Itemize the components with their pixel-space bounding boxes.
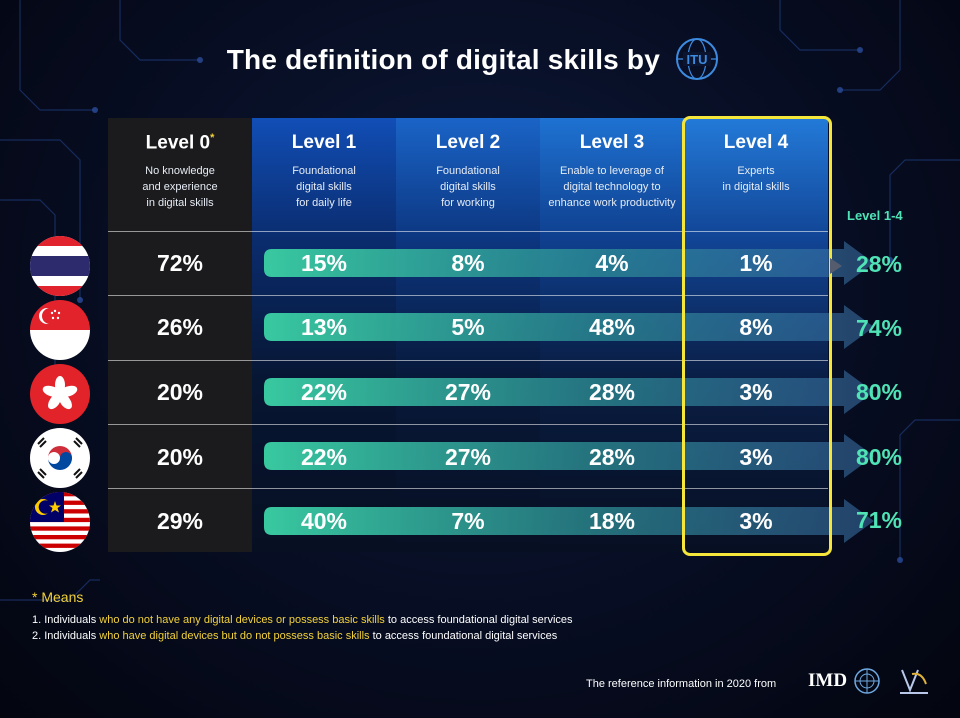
imd-logo: IMD [808,670,848,691]
level-1-header: Level 1 Foundational digital skills for … [252,118,396,232]
footnote-text: to access foundational digital services [369,630,558,642]
row-divider [108,295,828,296]
partner-logo [900,669,928,694]
level-2-desc-line: digital skills [440,181,496,193]
cell-level-1: 22% [300,379,348,405]
cell-level-2: 5% [451,314,485,340]
level-3-header: Level 3 Enable to leverage of digital te… [540,118,684,232]
level-1-4-total: 71% [855,507,903,533]
level-1-4-header: Level 1-4 [847,208,903,223]
footnote-1: 1. Individuals who do not have any digit… [32,614,573,626]
level-4-desc-line: in digital skills [722,181,790,193]
level-4-header: Level 4 Experts in digital skills [684,118,828,232]
cell-level-4: 3% [739,444,773,470]
level-1-4-total: 74% [855,315,903,341]
level-1-desc-line: Foundational [292,165,356,177]
cell-level-4: 8% [739,314,773,340]
cell-level-2: 8% [451,250,485,276]
means-heading: * Means [32,589,84,605]
progress-arrow [264,499,874,543]
cell-level-4: 3% [739,508,773,534]
cell-level-2: 27% [444,444,492,470]
cell-level-3: 18% [588,508,636,534]
level-1-label: Level 1 [291,132,357,153]
cell-level-2: 27% [444,379,492,405]
level-0-star: * [210,132,215,144]
level-0-desc-line: No knowledge [145,165,215,178]
level-2-desc-line: for working [441,197,495,209]
progress-arrow [264,434,874,478]
cell-level-3: 48% [588,314,636,340]
level-0-desc-line: in digital skills [146,197,214,210]
pointer-arrow-icon [830,258,842,274]
level-2-header: Level 2 Foundational digital skills for … [396,118,540,232]
malaysia-flag [30,492,90,552]
reference-text: The reference information in 2020 from [586,678,777,690]
digital-skills-table: Level 0* No knowledge and experience in … [108,118,874,552]
cell-level-1: 22% [300,444,348,470]
level-1-4-total: 28% [855,251,903,277]
level-0-desc-line: and experience [142,181,218,194]
footnote-text: 2. Individuals [32,630,100,642]
level-3-desc-line: digital technology to [563,181,661,193]
level-4-label: Level 4 [723,132,789,153]
row-divider [108,360,828,361]
level-0-header: Level 0* No knowledge and experience in … [108,118,252,232]
itu-logo: ITU [676,38,718,80]
cell-level-1: 13% [300,314,348,340]
cell-level-4: 1% [739,250,773,276]
thailand-flag [30,236,90,296]
level-0-column [108,118,252,552]
level-2-desc-line: Foundational [436,165,500,177]
progress-arrow [264,370,874,414]
south-korea-flag [30,428,90,488]
footnote-2: 2. Individuals who have digital devices … [32,630,557,642]
footnote-highlight: who have digital devices but do not poss… [99,630,370,642]
progress-arrow [264,305,874,349]
cell-level-3: 28% [588,444,636,470]
cell-level-0: 29% [156,508,204,534]
level-3-desc-line: enhance work productivity [548,197,676,209]
level-1-desc-line: digital skills [296,181,352,193]
cell-level-3: 4% [595,250,629,276]
singapore-flag [30,300,90,360]
cell-level-0: 20% [156,444,204,470]
level-1-4-total: 80% [855,379,903,405]
footnote-highlight: who do not have any digital devices or p… [99,614,385,626]
level-1-desc-line: for daily life [296,197,352,209]
cell-level-0: 26% [156,314,204,340]
level-0-label: Level 0 [145,132,211,154]
level-3-desc-line: Enable to leverage of [560,165,664,177]
un-logo [854,668,880,694]
cell-level-1: 40% [300,508,348,534]
level-1-4-total: 80% [855,444,903,470]
level-4-desc-line: Experts [737,165,775,177]
page-title: The definition of digital skills by [226,44,660,75]
cell-level-1: 15% [300,250,348,276]
level-2-label: Level 2 [435,132,501,153]
cell-level-2: 7% [451,508,485,534]
cell-level-4: 3% [739,379,773,405]
hong-kong-flag [30,364,90,424]
itu-logo-text: ITU [687,52,708,67]
level-3-label: Level 3 [579,132,645,153]
row-divider [108,424,828,425]
row-divider [108,231,828,232]
progress-arrow [264,241,874,285]
cell-level-3: 28% [588,379,636,405]
level-4-highlight-frame [682,116,832,556]
cell-level-0: 20% [156,379,204,405]
row-divider [108,488,828,489]
footnote-text: 1. Individuals [32,614,100,626]
cell-level-0: 72% [156,250,204,276]
footnote-text: to access foundational digital services [384,614,573,626]
